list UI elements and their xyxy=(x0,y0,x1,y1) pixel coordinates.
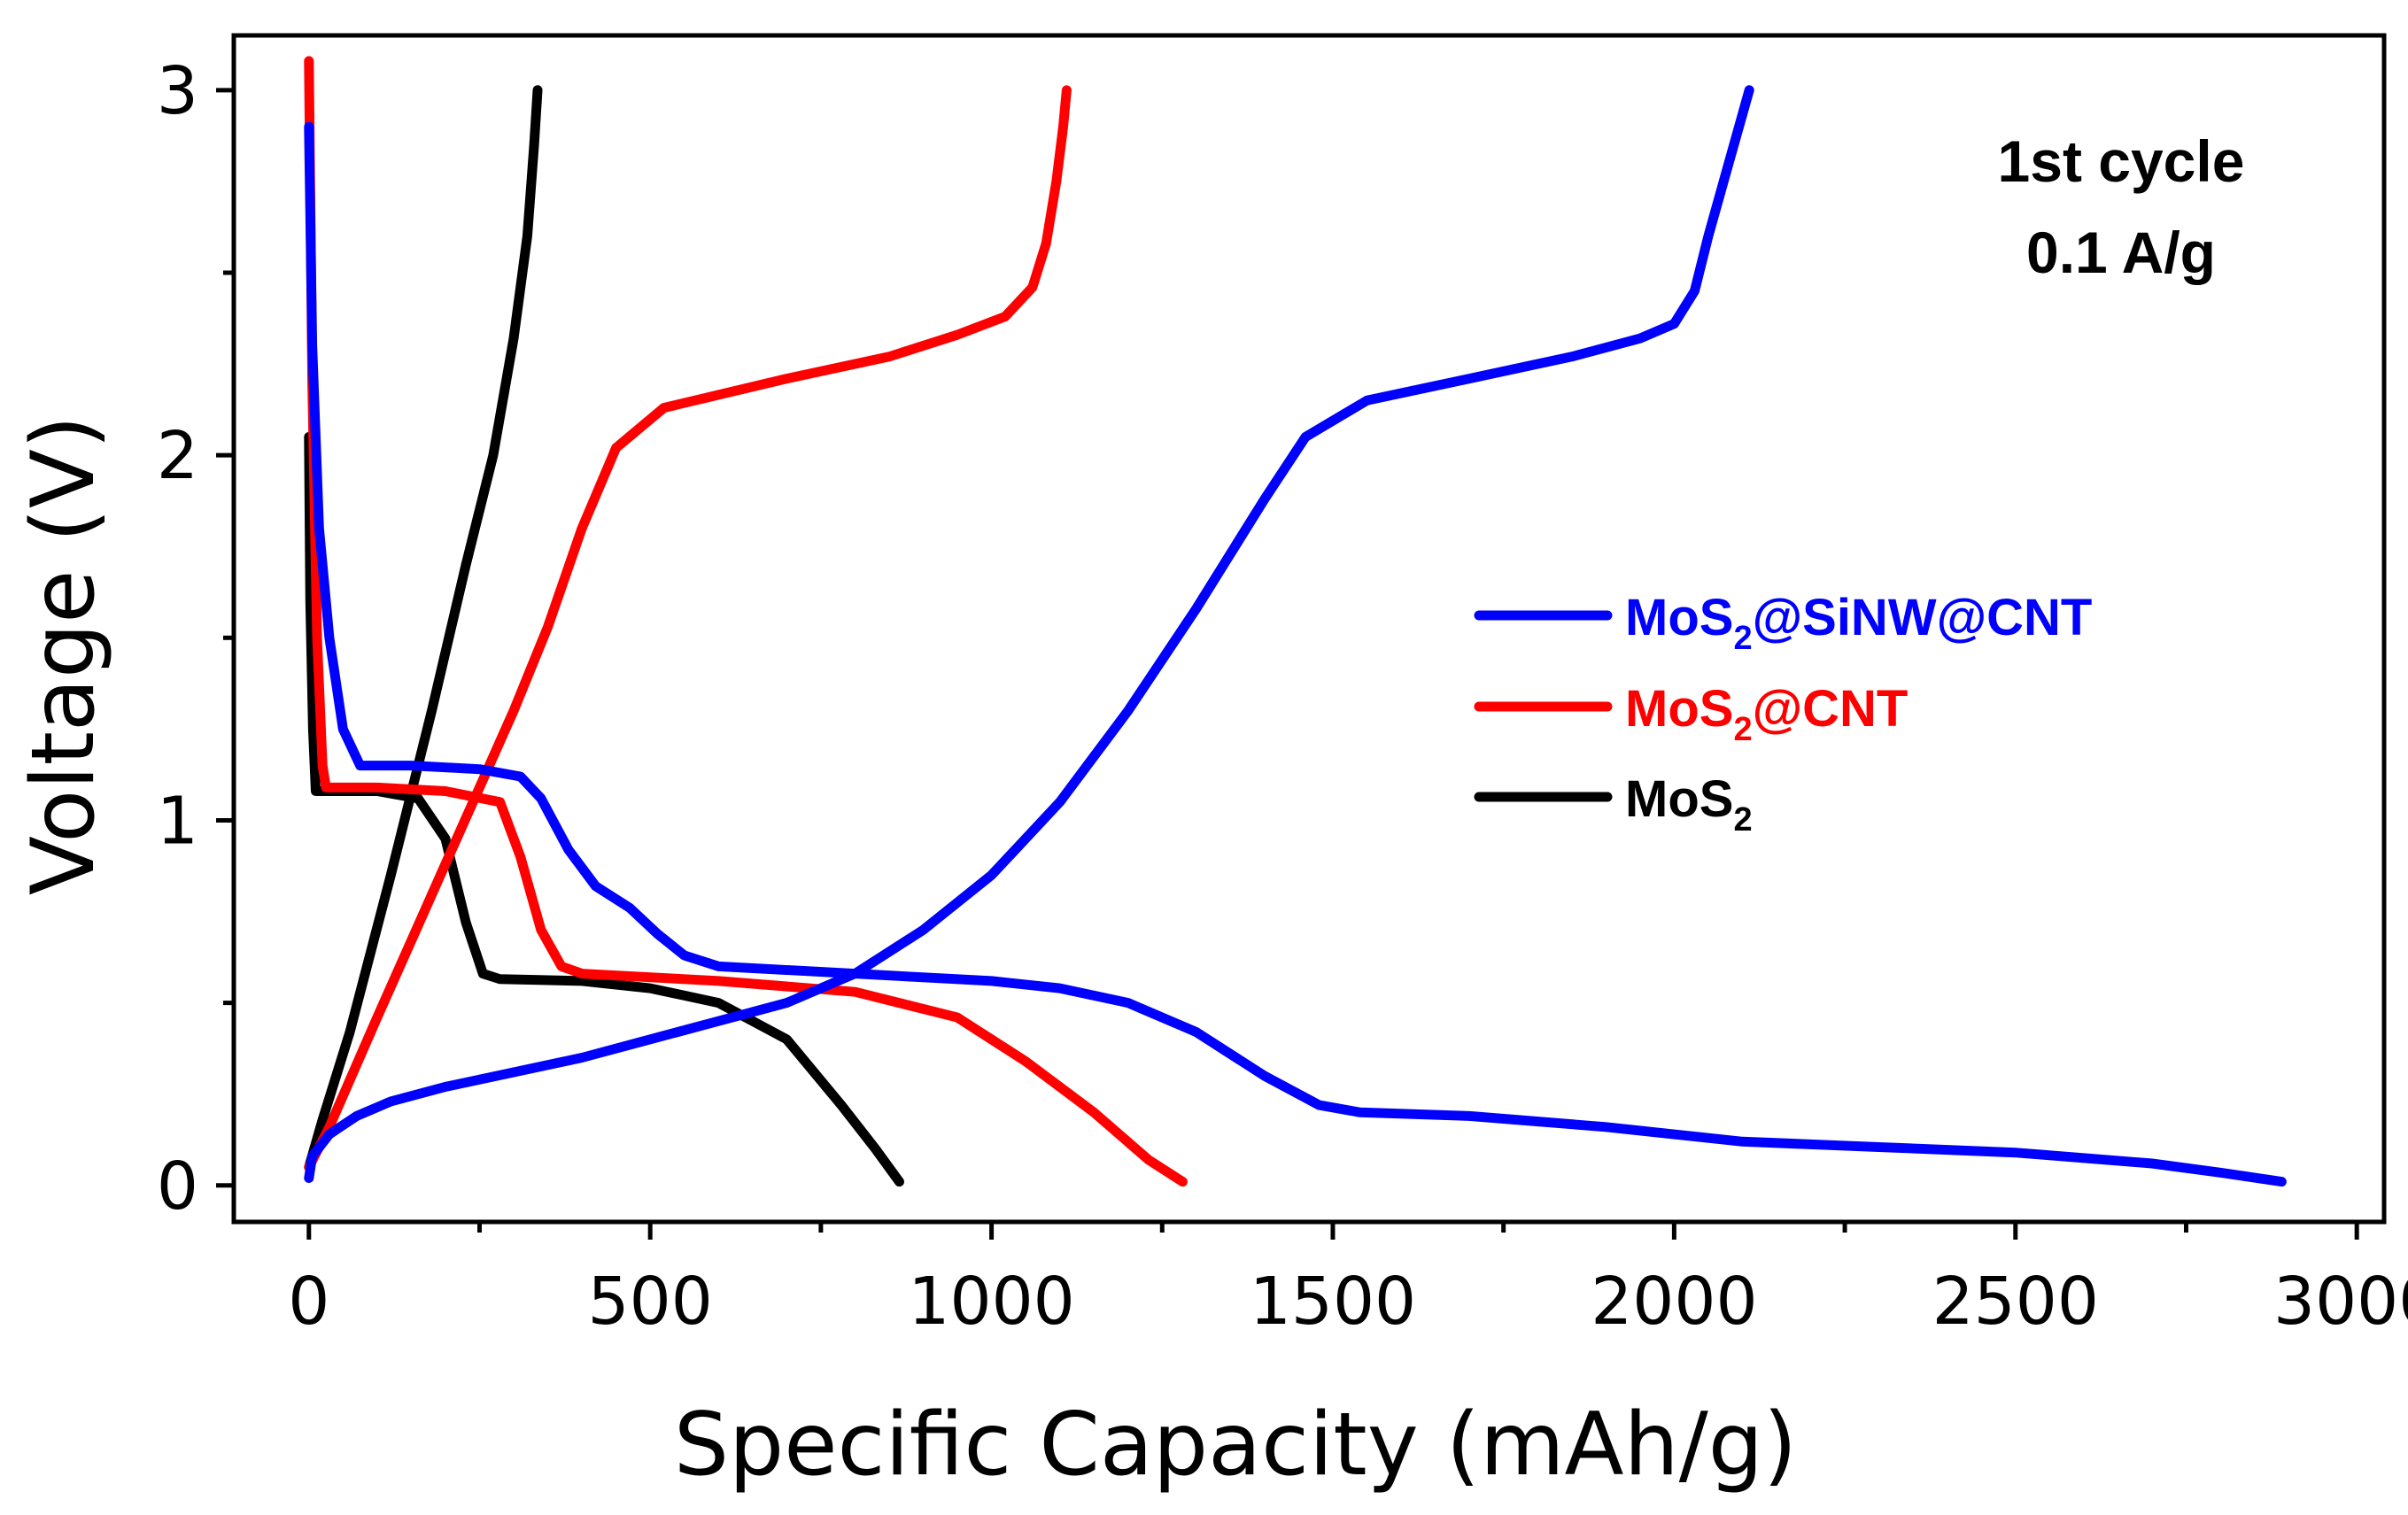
condition-annotation: 1st cycle 0.1 A/g xyxy=(1998,128,2245,285)
y-axis-title: Voltage (V) xyxy=(13,415,114,895)
y-tick-label: 1 xyxy=(157,783,198,859)
x-axis-title: Specific Capacity (mAh/g) xyxy=(674,1395,1797,1496)
series-mos2-discharge-curve xyxy=(304,432,904,1187)
x-tick-label: 2000 xyxy=(1591,1264,1757,1340)
y-tick-label: 2 xyxy=(157,418,198,494)
legend-label-mos2-sinw-cnt: MoS2@SiNW@CNT xyxy=(1625,589,2092,657)
y-tick-label: 0 xyxy=(157,1148,198,1225)
annotation-rate: 0.1 A/g xyxy=(2026,220,2216,285)
series-mos2-sinw-cnt-discharge-curve xyxy=(304,121,2287,1187)
legend: MoS2@SiNW@CNT MoS2@CNT MoS2 xyxy=(1474,589,2092,839)
legend-label-mos2-cnt: MoS2@CNT xyxy=(1625,680,1908,748)
series-layer xyxy=(304,56,2287,1187)
series-mos2-cnt-charge-curve xyxy=(304,85,1072,1172)
series-mos2-cnt-discharge-curve xyxy=(304,56,1188,1187)
plot-frame xyxy=(231,33,2387,1225)
annotation-cycle: 1st cycle xyxy=(1998,128,2245,194)
series-mos2-charge-curve xyxy=(304,85,543,1172)
x-tick-label: 0 xyxy=(288,1264,329,1340)
x-tick-label: 2500 xyxy=(1932,1264,2099,1340)
y-tick-label: 3 xyxy=(157,53,198,129)
x-tick-label: 1000 xyxy=(908,1264,1074,1340)
series-mos2-sinw-cnt-charge-curve xyxy=(304,85,1754,1183)
x-tick-label: 1500 xyxy=(1250,1264,1416,1340)
x-tick-label: 500 xyxy=(588,1264,713,1340)
legend-label-mos2: MoS2 xyxy=(1625,770,1753,839)
